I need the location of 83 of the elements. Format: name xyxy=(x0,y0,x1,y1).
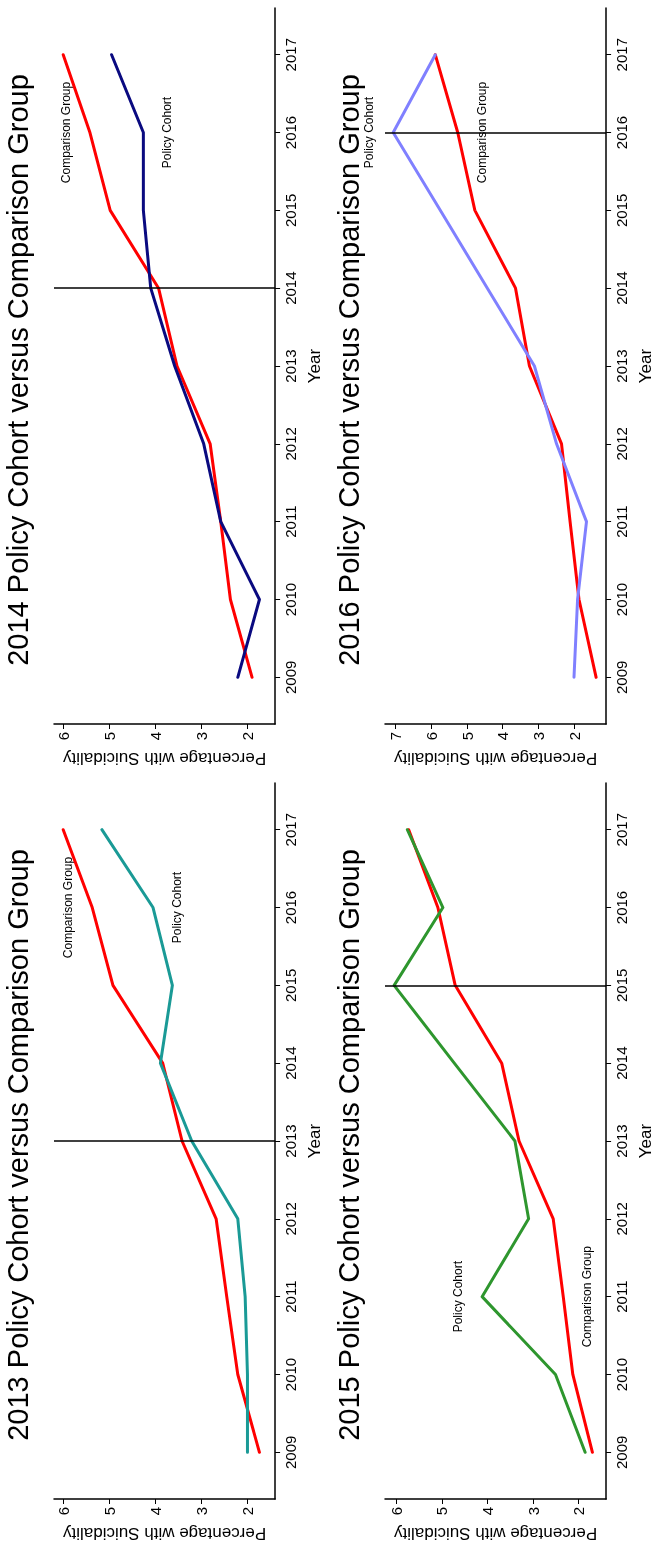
y-tick-label: 2014 xyxy=(282,1046,300,1080)
line-series xyxy=(433,53,598,679)
y-tick-label: 2016 xyxy=(282,890,300,925)
text: Comparison Group xyxy=(58,81,73,184)
x-tick-label: 5 xyxy=(100,732,118,741)
y-tick-label: 2012 xyxy=(613,1202,631,1236)
y-tick-label: 2010 xyxy=(282,1357,300,1392)
line-series xyxy=(391,53,588,679)
y-tick-label: 2015 xyxy=(282,968,300,1003)
y-tick-label: 2011 xyxy=(613,505,631,538)
x-tick-label: 2 xyxy=(238,732,256,741)
y-tick-label: 2017 xyxy=(613,38,631,72)
x-tick-label: 2 xyxy=(565,732,583,741)
x-tick-label: 2 xyxy=(238,1507,256,1516)
y-tick-label: 2015 xyxy=(613,193,631,228)
y-tick-label: 2014 xyxy=(613,271,631,305)
text: Comparison Group xyxy=(474,81,489,184)
x-tick-label: 5 xyxy=(100,1507,118,1516)
y-tick-label: 2012 xyxy=(282,1202,300,1236)
y-tick-label: 2017 xyxy=(613,813,631,847)
y-tick-label: 2009 xyxy=(613,660,631,694)
text: Policy Cohort xyxy=(160,96,175,169)
y-tick-label: 2016 xyxy=(282,115,300,150)
y-tick-label: 2015 xyxy=(613,968,631,1003)
y-tick-label: 2017 xyxy=(282,813,300,847)
text: 2015 Policy Cohort versus Comparison Group xyxy=(333,849,365,1441)
line-series xyxy=(61,53,254,679)
x-tick-label: 7 xyxy=(387,732,405,741)
text: Policy Cohort xyxy=(362,96,377,169)
x-tick-label: 4 xyxy=(146,732,164,741)
x-tick-label: 2 xyxy=(570,1507,588,1516)
x-tick-label: 3 xyxy=(192,1507,210,1516)
text: 2016 Policy Cohort versus Comparison Group xyxy=(333,74,365,666)
line-series xyxy=(110,53,261,679)
y-axis-title: Year xyxy=(305,1123,324,1159)
x-axis-title: Percentage with Suicidality xyxy=(62,749,267,768)
x-tick-label: 4 xyxy=(146,1507,164,1516)
y-tick-label: 2011 xyxy=(613,1280,631,1313)
y-tick-label: 2010 xyxy=(613,1357,631,1392)
y-tick-label: 2017 xyxy=(282,38,300,72)
y-tick-label: 2012 xyxy=(282,427,300,461)
x-tick-label: 6 xyxy=(54,732,72,741)
y-tick-label: 2009 xyxy=(282,1435,300,1469)
x-axis-title: Percentage with Suicidality xyxy=(62,1524,267,1543)
text: Policy Cohort xyxy=(170,871,185,944)
y-tick-label: 2013 xyxy=(282,349,300,383)
y-tick-label: 2009 xyxy=(613,1435,631,1469)
x-axis-title: Percentage with Suicidality xyxy=(393,749,598,768)
x-tick-label: 6 xyxy=(54,1507,72,1516)
text: 2013 Policy Cohort versus Comparison Group xyxy=(2,849,34,1441)
x-tick-label: 5 xyxy=(458,732,476,741)
text: Comparison Group xyxy=(61,856,76,959)
text: Comparison Group xyxy=(580,1245,595,1348)
y-tick-label: 2013 xyxy=(282,1124,300,1158)
x-tick-label: 6 xyxy=(387,1507,405,1516)
line-series xyxy=(61,828,261,1454)
text: 2014 Policy Cohort versus Comparison Group xyxy=(2,74,34,666)
x-tick-label: 3 xyxy=(192,732,210,741)
text: Policy Cohort xyxy=(451,1260,466,1333)
y-tick-label: 2011 xyxy=(282,1280,300,1313)
y-axis-title: Year xyxy=(305,348,324,384)
x-tick-label: 4 xyxy=(479,1507,497,1516)
y-tick-label: 2013 xyxy=(613,349,631,383)
y-tick-label: 2016 xyxy=(613,115,631,150)
x-tick-label: 6 xyxy=(422,732,440,741)
x-axis-title: Percentage with Suicidality xyxy=(393,1524,598,1543)
y-axis-title: Year xyxy=(636,348,655,384)
y-tick-label: 2012 xyxy=(613,427,631,461)
y-tick-label: 2010 xyxy=(613,582,631,617)
x-tick-label: 3 xyxy=(529,732,547,741)
y-tick-label: 2010 xyxy=(282,582,300,617)
line-series xyxy=(100,828,249,1454)
y-tick-label: 2009 xyxy=(282,660,300,694)
x-tick-label: 5 xyxy=(433,1507,451,1516)
y-tick-label: 2016 xyxy=(613,890,631,925)
y-tick-label: 2011 xyxy=(282,505,300,538)
y-tick-label: 2015 xyxy=(282,193,300,228)
x-tick-label: 3 xyxy=(524,1507,542,1516)
y-axis-title: Year xyxy=(636,1123,655,1159)
y-tick-label: 2013 xyxy=(613,1124,631,1158)
x-tick-label: 4 xyxy=(494,732,512,741)
y-tick-label: 2014 xyxy=(282,271,300,305)
y-tick-label: 2014 xyxy=(613,1046,631,1080)
